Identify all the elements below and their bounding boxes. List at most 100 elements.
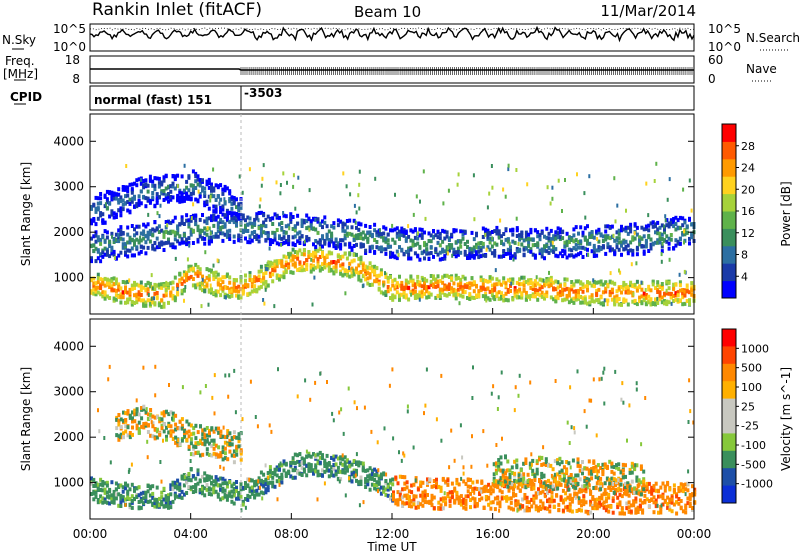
data-cell bbox=[570, 299, 574, 303]
data-cell bbox=[146, 417, 150, 421]
data-cell bbox=[137, 295, 141, 300]
data-cell bbox=[336, 456, 340, 461]
data-cell bbox=[686, 488, 690, 493]
data-cell bbox=[162, 301, 166, 306]
data-cell bbox=[332, 241, 336, 246]
data-cell bbox=[157, 184, 161, 189]
data-cell bbox=[604, 504, 608, 509]
data-cell bbox=[450, 243, 454, 248]
data-cell bbox=[189, 432, 193, 437]
colorbar-swatch bbox=[722, 211, 736, 229]
data-cell bbox=[411, 280, 415, 285]
data-cell bbox=[370, 282, 374, 287]
data-cell bbox=[105, 483, 109, 488]
data-cell bbox=[615, 297, 619, 302]
data-cell bbox=[670, 301, 673, 306]
data-cell bbox=[228, 493, 232, 498]
data-cell bbox=[416, 500, 420, 505]
data-cell bbox=[137, 283, 141, 288]
data-cell bbox=[497, 281, 501, 286]
data-cell bbox=[519, 468, 523, 473]
data-cell bbox=[412, 498, 416, 502]
data-cell bbox=[348, 261, 352, 266]
data-cell bbox=[169, 281, 173, 286]
data-cell bbox=[318, 242, 322, 247]
data-cell bbox=[667, 286, 671, 291]
data-cell bbox=[670, 497, 674, 502]
data-cell bbox=[130, 482, 134, 487]
data-cell bbox=[649, 300, 653, 305]
data-cell bbox=[543, 248, 546, 253]
data-cell bbox=[669, 220, 673, 225]
data-cell bbox=[128, 197, 132, 202]
data-cell bbox=[527, 294, 531, 299]
data-cell bbox=[214, 426, 218, 431]
data-cell bbox=[225, 293, 229, 298]
data-cell bbox=[556, 233, 560, 238]
data-cell bbox=[278, 277, 281, 282]
data-cell bbox=[468, 255, 472, 260]
data-cell bbox=[597, 248, 601, 253]
data-cell bbox=[644, 288, 647, 292]
data-cell bbox=[250, 491, 254, 496]
data-cell bbox=[246, 229, 250, 233]
data-cell bbox=[586, 280, 589, 285]
data-cell bbox=[316, 217, 320, 222]
data-cell bbox=[176, 173, 180, 178]
data-cell bbox=[199, 441, 202, 445]
data-cell bbox=[146, 412, 150, 417]
data-cell bbox=[477, 241, 481, 246]
data-cell bbox=[409, 274, 413, 279]
data-cell bbox=[99, 192, 103, 196]
data-cell bbox=[273, 304, 276, 309]
data-cell bbox=[490, 230, 494, 234]
data-cell bbox=[160, 304, 164, 309]
cpid-frame bbox=[89, 85, 695, 111]
data-cell bbox=[437, 505, 441, 510]
data-cell bbox=[124, 201, 127, 206]
data-cell bbox=[237, 238, 241, 243]
data-cell bbox=[187, 444, 191, 449]
data-cell bbox=[404, 231, 408, 235]
data-cell bbox=[189, 218, 193, 223]
data-cell bbox=[92, 248, 96, 253]
data-cell bbox=[590, 230, 594, 234]
data-cell bbox=[153, 203, 157, 208]
data-cell bbox=[588, 234, 592, 239]
data-cell bbox=[332, 221, 336, 226]
data-cell bbox=[284, 267, 287, 272]
data-cell bbox=[124, 418, 128, 422]
data-cell bbox=[221, 450, 225, 454]
data-cell bbox=[223, 488, 227, 493]
data-cell bbox=[157, 224, 161, 229]
data-cell bbox=[421, 480, 425, 485]
data-cell bbox=[140, 424, 144, 429]
data-cell bbox=[515, 226, 519, 231]
data-cell bbox=[173, 275, 177, 280]
data-cell bbox=[139, 498, 143, 503]
data-cell bbox=[284, 263, 288, 268]
data-cell bbox=[205, 474, 209, 479]
data-cell bbox=[604, 251, 608, 256]
data-cell bbox=[522, 476, 526, 481]
data-cell bbox=[487, 482, 491, 487]
data-cell bbox=[185, 275, 189, 280]
data-cell bbox=[189, 485, 193, 490]
data-cell bbox=[554, 299, 558, 304]
data-cell bbox=[332, 270, 336, 275]
data-cell bbox=[496, 496, 500, 501]
data-cell bbox=[223, 440, 227, 445]
data-cell bbox=[209, 231, 212, 236]
data-cell bbox=[94, 195, 98, 200]
data-cell bbox=[323, 261, 327, 265]
data-cell bbox=[128, 236, 132, 241]
data-cell bbox=[198, 488, 202, 492]
data-cell bbox=[486, 296, 490, 301]
data-cell bbox=[198, 192, 202, 196]
data-cell bbox=[309, 463, 313, 468]
data-cell bbox=[610, 280, 614, 285]
data-cell bbox=[198, 183, 202, 188]
data-cell bbox=[246, 484, 250, 489]
data-cell bbox=[268, 465, 272, 470]
data-cell bbox=[298, 248, 302, 253]
